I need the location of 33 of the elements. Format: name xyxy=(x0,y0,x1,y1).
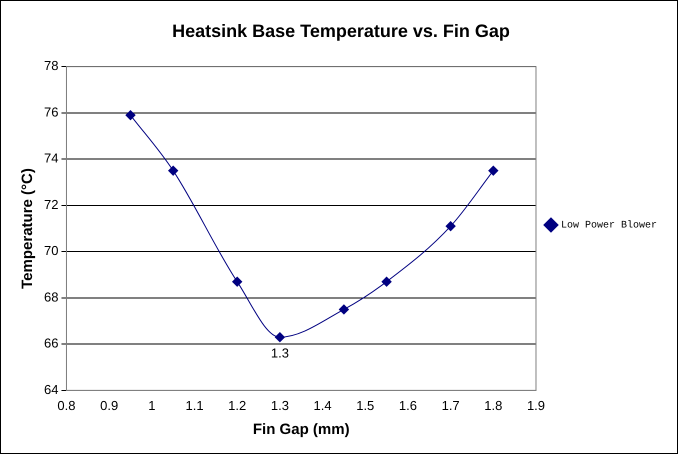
y-tick-label: 74 xyxy=(44,150,58,166)
x-tick-label: 1.4 xyxy=(314,398,332,413)
x-tick-label: 1.1 xyxy=(185,398,204,413)
x-tick-label: 1.8 xyxy=(484,398,502,413)
y-tick-label: 76 xyxy=(44,104,58,120)
y-tick-label: 64 xyxy=(44,382,58,397)
x-tick-label: 0.9 xyxy=(100,398,118,413)
point xyxy=(338,304,349,314)
x-tick-label: 1.3 xyxy=(270,398,289,413)
y-tick-label: 68 xyxy=(44,289,58,304)
point xyxy=(232,276,242,287)
x-tick-label: 1 xyxy=(148,398,156,413)
point xyxy=(274,332,285,342)
y-tick-label: 70 xyxy=(44,243,58,258)
point xyxy=(168,166,178,176)
x-tick-label: 1.5 xyxy=(356,398,374,413)
point xyxy=(488,166,498,176)
y-tick-label: 66 xyxy=(44,336,58,351)
x-tick-label: 1.9 xyxy=(526,398,546,413)
x-tick-label: 1.2 xyxy=(228,398,246,413)
y-tick-label: 78 xyxy=(44,58,58,74)
point xyxy=(446,221,456,232)
legend-label: Low Power Blower xyxy=(560,220,657,232)
y-tick-label: 72 xyxy=(44,196,58,212)
x-tick-label: 1.7 xyxy=(442,398,460,413)
x-tick-label: 1.6 xyxy=(398,398,417,413)
x-axis-title: Fin Gap (mm) xyxy=(252,421,350,438)
point xyxy=(125,110,136,120)
point xyxy=(382,276,392,287)
x-tick-label: 0.8 xyxy=(57,398,76,413)
y-axis-title: Temperature (°C) xyxy=(19,168,36,289)
annotation: 1.3 xyxy=(270,345,289,360)
chart-title: Heatsink Base Temperature vs. Fin Gap xyxy=(172,20,510,41)
